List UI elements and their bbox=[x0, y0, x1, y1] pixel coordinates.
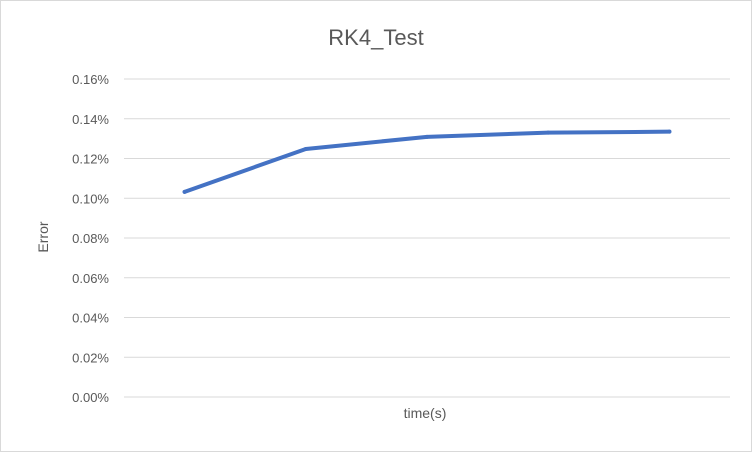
x-axis-label: time(s) bbox=[404, 405, 447, 421]
y-tick-label: 0.14% bbox=[72, 112, 109, 127]
y-tick-label: 0.08% bbox=[72, 231, 109, 246]
chart-title: RK4_Test bbox=[328, 25, 423, 50]
data-point bbox=[667, 129, 672, 134]
data-point bbox=[182, 189, 187, 194]
series-group bbox=[182, 129, 672, 194]
y-tick-label: 0.00% bbox=[72, 390, 109, 405]
data-point bbox=[425, 134, 429, 139]
data-point bbox=[546, 130, 551, 135]
series-line bbox=[182, 129, 672, 194]
y-axis-tick-labels: 0.00% 0.02% 0.04% 0.06% 0.08% 0.10% 0.12% 0.14%… bbox=[72, 72, 109, 405]
y-tick-label: 0.16% bbox=[72, 72, 109, 87]
y-tick-label: 0.12% bbox=[72, 152, 109, 167]
y-tick-label: 0.04% bbox=[72, 311, 109, 326]
y-tick-label: 0.10% bbox=[72, 191, 109, 206]
y-tick-label: 0.06% bbox=[72, 271, 109, 286]
y-tick-label: 0.02% bbox=[72, 350, 109, 365]
y-axis-label: Error bbox=[35, 221, 51, 252]
gridlines bbox=[124, 78, 730, 398]
data-point bbox=[303, 146, 308, 151]
